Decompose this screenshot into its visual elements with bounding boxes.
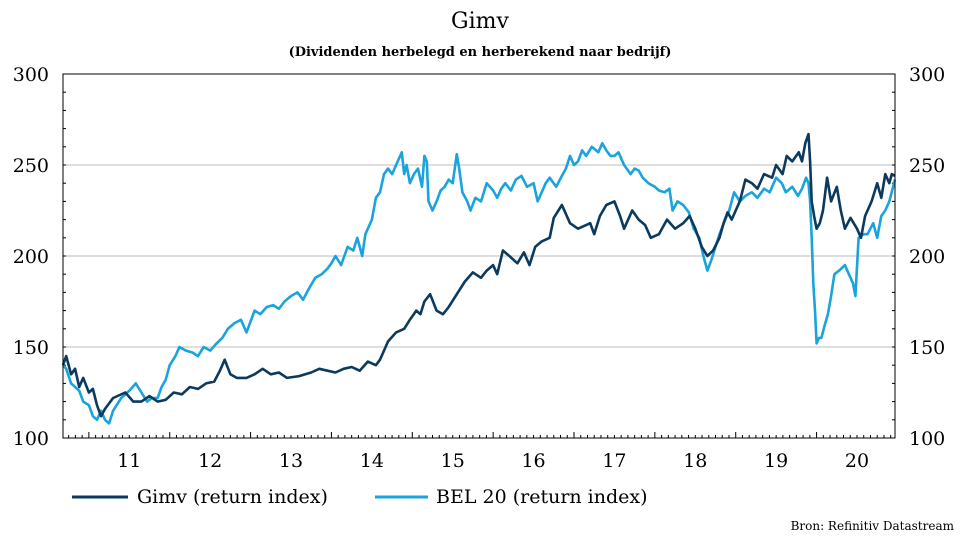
- y-tick-left-300: 300: [13, 64, 49, 86]
- plot-frame: [62, 73, 896, 439]
- y-axis-left: 100 150 200 250 300: [13, 64, 49, 450]
- chart-subtitle: (Dividenden herbelegd en herberekend naa…: [289, 45, 672, 60]
- y-tick-right-200: 200: [909, 246, 945, 268]
- legend-label-gimv: Gimv (return index): [137, 486, 328, 508]
- x-tick-14: 14: [360, 450, 384, 472]
- series-lines: [61, 132, 897, 425]
- y-tick-right-150: 150: [909, 337, 945, 359]
- series-line-gimv: [61, 132, 896, 418]
- y-tick-right-300: 300: [909, 64, 945, 86]
- y-tick-left-250: 250: [13, 155, 49, 177]
- x-tick-13: 13: [279, 450, 303, 472]
- x-tick-20: 20: [845, 450, 869, 472]
- legend-label-bel20: BEL 20 (return index): [436, 486, 648, 508]
- y-tick-right-100: 100: [909, 428, 945, 450]
- x-tick-18: 18: [683, 450, 707, 472]
- chart-title: Gimv: [451, 9, 509, 34]
- x-axis: 11 12 13 14 15 16 17 18 19 20: [117, 450, 869, 472]
- y-tick-left-100: 100: [13, 428, 49, 450]
- x-tick-19: 19: [764, 450, 788, 472]
- x-tick-12: 12: [198, 450, 222, 472]
- series-line-bel20: [62, 141, 897, 425]
- y-axis-right: 100 150 200 250 300: [909, 64, 945, 450]
- y-tick-left-150: 150: [13, 337, 49, 359]
- legend: Gimv (return index) BEL 20 (return index…: [72, 486, 648, 508]
- x-tick-11: 11: [117, 450, 141, 472]
- x-tick-15: 15: [441, 450, 465, 472]
- x-tick-17: 17: [602, 450, 626, 472]
- x-tick-16: 16: [521, 450, 545, 472]
- y-tick-right-250: 250: [909, 155, 945, 177]
- gridlines: [63, 164, 895, 348]
- y-tick-left-200: 200: [13, 246, 49, 268]
- source-note: Bron: Refinitiv Datastream: [791, 519, 955, 533]
